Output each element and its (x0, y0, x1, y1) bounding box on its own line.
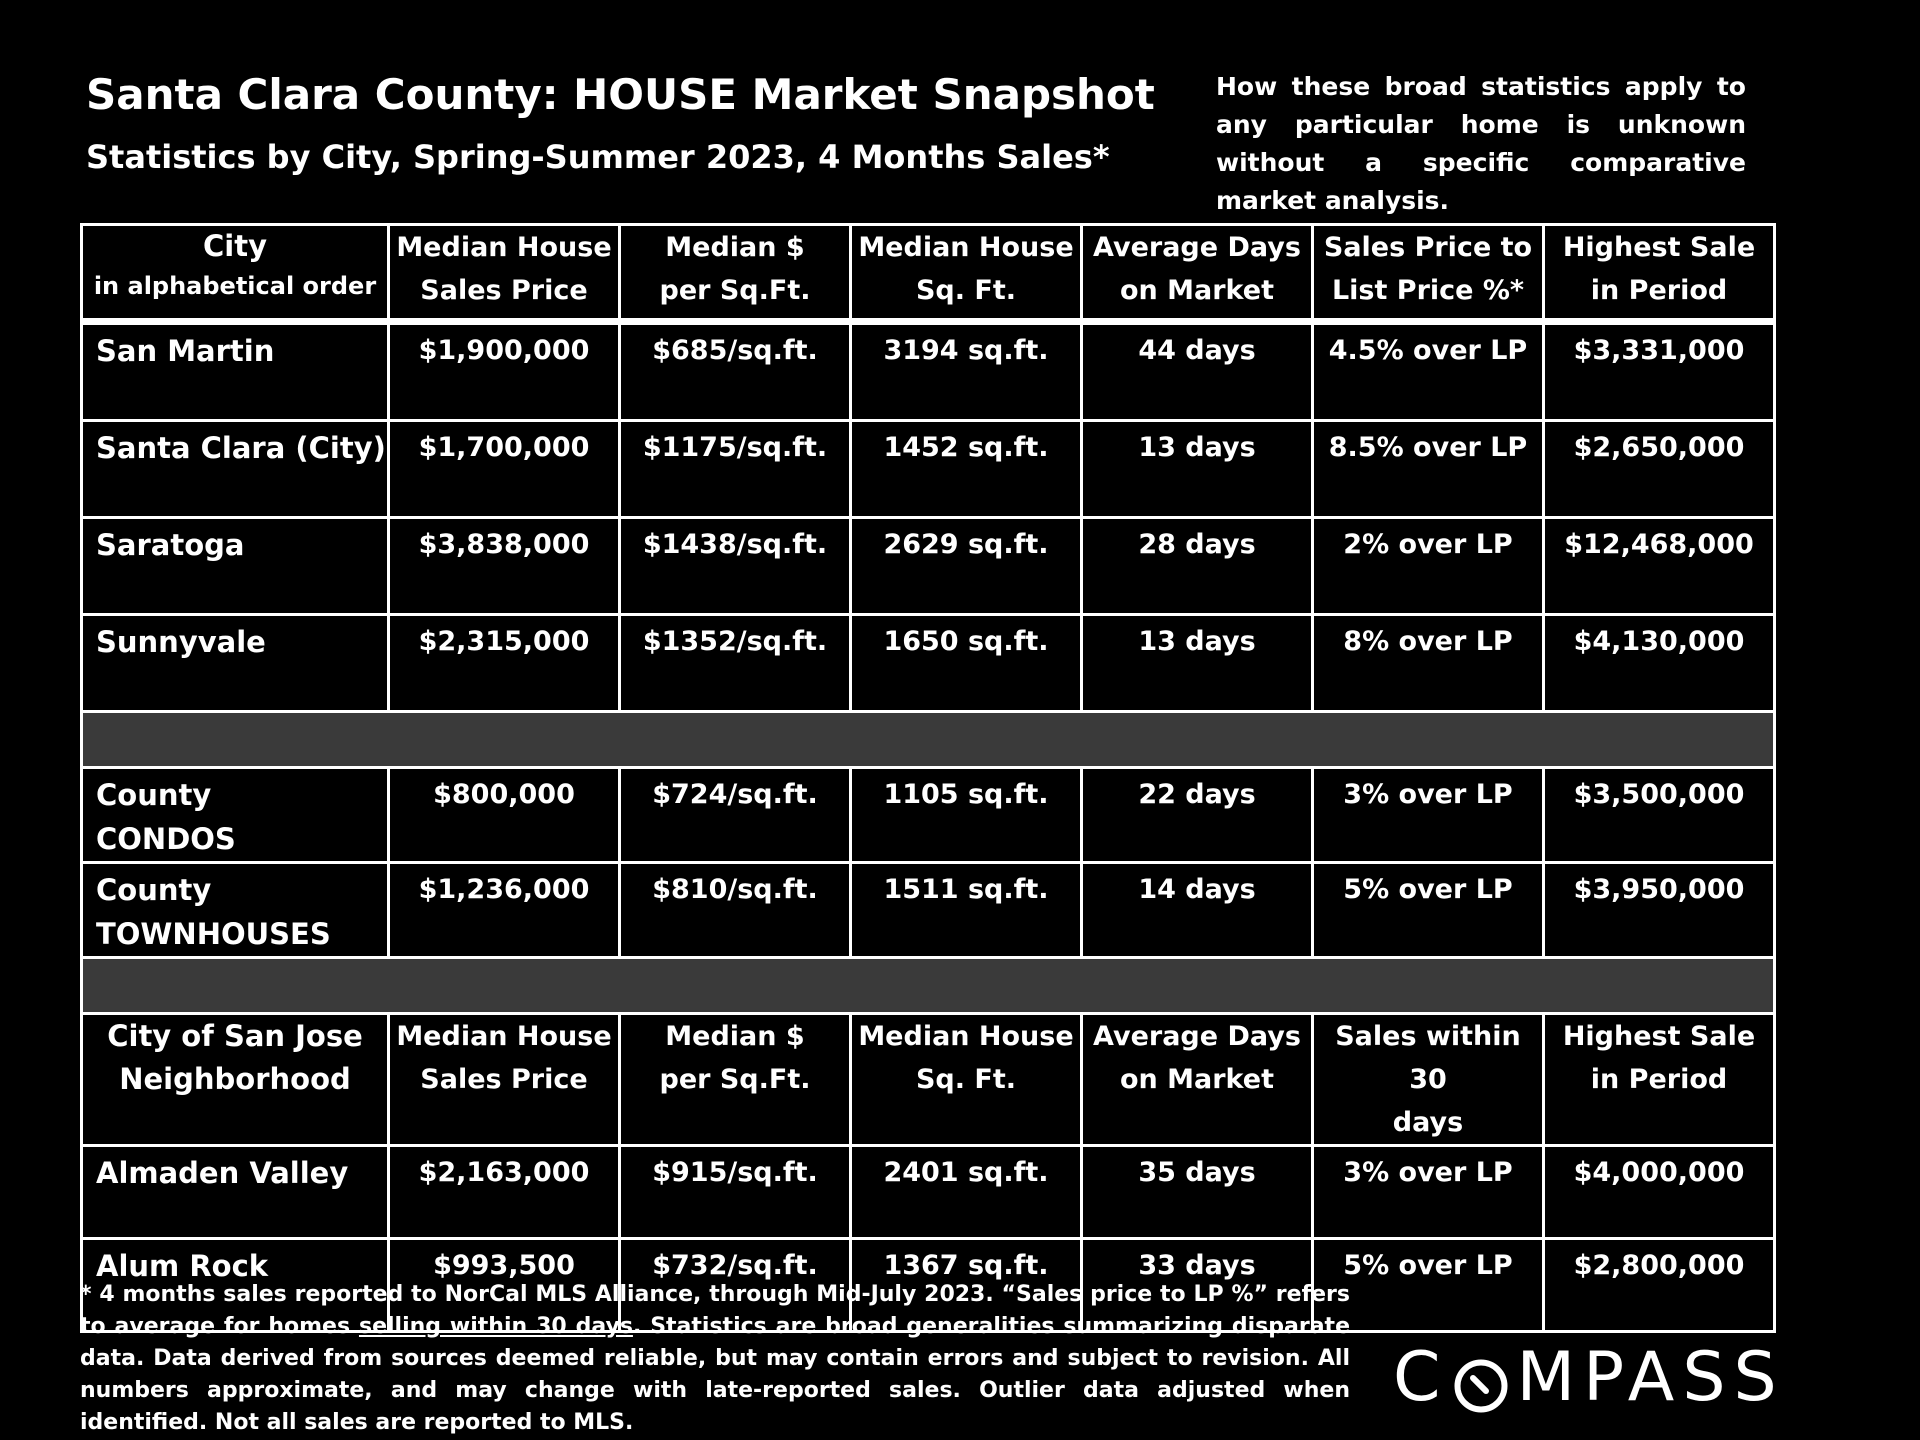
section-divider (80, 710, 1776, 769)
median-price: $800,000 (387, 766, 621, 864)
sales-to-list: 4.5% over LP (1311, 318, 1545, 422)
price-per-sqft: $724/sq.ft. (618, 766, 852, 864)
neighborhood-name: Alum Rock (80, 1237, 390, 1333)
table-row: Sunnyvale $2,315,000 $1352/sq.ft. 1650 s… (80, 613, 1776, 713)
highest-sale: $2,800,000 (1542, 1237, 1776, 1333)
column-header-days-on-market: Average Days on Market (1080, 223, 1314, 323)
median-sqft: 3194 sq.ft. (849, 318, 1083, 422)
column-header-sales-to-list: Sales Price to List Price %* (1311, 223, 1545, 323)
price-per-sqft: $685/sq.ft. (618, 318, 852, 422)
county-category: County TOWNHOUSES (80, 861, 390, 959)
table-row: County CONDOS $800,000 $724/sq.ft. 1105 s… (80, 766, 1776, 864)
highest-sale: $3,331,000 (1542, 318, 1776, 422)
footnote: * 4 months sales reported to NorCal MLS … (80, 1282, 1350, 1435)
price-per-sqft: $1175/sq.ft. (618, 419, 852, 519)
days-on-market: 28 days (1080, 516, 1314, 616)
highest-sale: $3,500,000 (1542, 766, 1776, 864)
days-on-market: 14 days (1080, 861, 1314, 959)
price-per-sqft: $1352/sq.ft. (618, 613, 852, 713)
sales-to-list: 8.5% over LP (1311, 419, 1545, 519)
compass-o-icon (1454, 1351, 1508, 1412)
table-row: Saratoga $3,838,000 $1438/sq.ft. 2629 sq… (80, 516, 1776, 616)
median-price: $1,900,000 (387, 318, 621, 422)
median-sqft: 1105 sq.ft. (849, 766, 1083, 864)
neighborhood-name: Almaden Valley (80, 1144, 390, 1240)
days-on-market: 44 days (1080, 318, 1314, 422)
san-jose-header-row: City of San Jose Neighborhood Median Hous… (80, 1012, 1776, 1147)
days-on-market: 22 days (1080, 766, 1314, 864)
sales-to-list: 8% over LP (1311, 613, 1545, 713)
price-per-sqft: $915/sq.ft. (618, 1144, 852, 1240)
city-name: Santa Clara (City) (80, 419, 390, 519)
days-on-market: 33 days (1080, 1237, 1314, 1333)
sales-to-list: 3% over LP (1311, 1144, 1545, 1240)
median-sqft: 2401 sq.ft. (849, 1144, 1083, 1240)
highest-sale: $4,000,000 (1542, 1144, 1776, 1240)
median-price: $1,700,000 (387, 419, 621, 519)
price-per-sqft: $1438/sq.ft. (618, 516, 852, 616)
highest-sale: $3,950,000 (1542, 861, 1776, 959)
disclaimer-note: How these broad statistics apply to any … (1216, 72, 1746, 215)
column-header-median-price: Median House Sales Price (387, 1012, 621, 1147)
market-snapshot-table: City in alphabetical order Median House S… (80, 223, 1776, 1333)
page-title: Santa Clara County: HOUSE Market Snapsho… (86, 70, 1155, 119)
column-header-price-per-sqft: Median $ per Sq.Ft. (618, 1012, 852, 1147)
median-price: $3,838,000 (387, 516, 621, 616)
section-divider (80, 956, 1776, 1015)
median-price: $993,500 (387, 1237, 621, 1333)
county-category: County CONDOS (80, 766, 390, 864)
table-row: Alum Rock $993,500 $732/sq.ft. 1367 sq.f… (80, 1237, 1776, 1333)
table-row: Santa Clara (City) $1,700,000 $1175/sq.f… (80, 419, 1776, 519)
column-header-sqft: Median House Sq. Ft. (849, 1012, 1083, 1147)
median-sqft: 1650 sq.ft. (849, 613, 1083, 713)
table-row: County TOWNHOUSES $1,236,000 $810/sq.ft. … (80, 861, 1776, 959)
median-sqft: 1367 sq.ft. (849, 1237, 1083, 1333)
sales-to-list: 3% over LP (1311, 766, 1545, 864)
column-header-highest-sale: Highest Sale in Period (1542, 1012, 1776, 1147)
sales-to-list: 2% over LP (1311, 516, 1545, 616)
median-sqft: 1452 sq.ft. (849, 419, 1083, 519)
city-name: San Martin (80, 318, 390, 422)
column-header-sqft: Median House Sq. Ft. (849, 223, 1083, 323)
column-header-sales-within-30: Sales within 30 days (1311, 1012, 1545, 1147)
column-header-neighborhood: City of San Jose Neighborhood (80, 1012, 390, 1147)
table-row: Almaden Valley $2,163,000 $915/sq.ft. 24… (80, 1144, 1776, 1240)
column-header-days-on-market: Average Days on Market (1080, 1012, 1314, 1147)
highest-sale: $12,468,000 (1542, 516, 1776, 616)
median-sqft: 1511 sq.ft. (849, 861, 1083, 959)
sales-to-list: 5% over LP (1311, 1237, 1545, 1333)
sales-to-list: 5% over LP (1311, 861, 1545, 959)
page-subtitle: Statistics by City, Spring-Summer 2023, … (86, 138, 1110, 176)
column-header-price-per-sqft: Median $ per Sq.Ft. (618, 223, 852, 323)
median-price: $2,163,000 (387, 1144, 621, 1240)
city-name: Saratoga (80, 516, 390, 616)
price-per-sqft: $810/sq.ft. (618, 861, 852, 959)
days-on-market: 13 days (1080, 613, 1314, 713)
table-header-row: City in alphabetical order Median House S… (80, 223, 1776, 323)
price-per-sqft: $732/sq.ft. (618, 1237, 852, 1333)
days-on-market: 35 days (1080, 1144, 1314, 1240)
highest-sale: $4,130,000 (1542, 613, 1776, 713)
days-on-market: 13 days (1080, 419, 1314, 519)
highest-sale: $2,650,000 (1542, 419, 1776, 519)
median-price: $2,315,000 (387, 613, 621, 713)
column-header-highest-sale: Highest Sale in Period (1542, 223, 1776, 323)
median-sqft: 2629 sq.ft. (849, 516, 1083, 616)
city-name: Sunnyvale (80, 613, 390, 713)
table-row: San Martin $1,900,000 $685/sq.ft. 3194 s… (80, 318, 1776, 422)
column-header-median-price: Median House Sales Price (387, 223, 621, 323)
compass-logo: C MPASS (1393, 1338, 1785, 1417)
median-price: $1,236,000 (387, 861, 621, 959)
column-header-city: City in alphabetical order (80, 223, 390, 323)
